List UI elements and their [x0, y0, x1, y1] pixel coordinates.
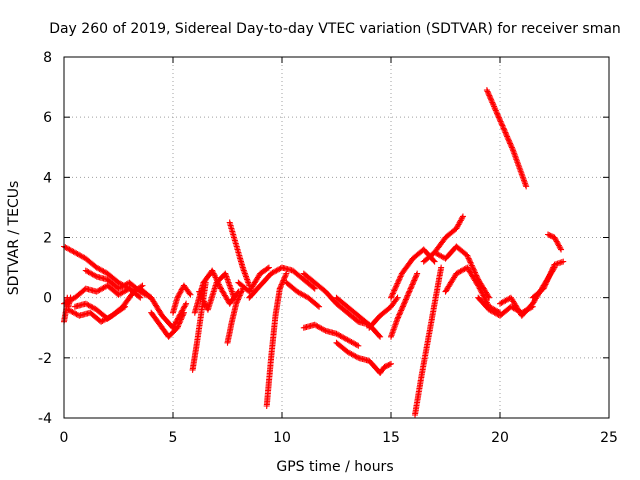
series-arc-19	[283, 279, 323, 310]
x-tick-label: 15	[382, 430, 400, 446]
data-point-marks	[377, 360, 394, 376]
series-arc-25	[377, 360, 394, 376]
data-point-marks	[431, 243, 493, 301]
data-point-marks	[224, 285, 246, 346]
data-point-marks	[300, 270, 373, 328]
data-point-marks	[196, 270, 238, 313]
y-tick-label: 8	[43, 50, 52, 66]
x-tick-label: 10	[273, 430, 291, 446]
data-point-marks	[333, 339, 384, 376]
data-point-marks	[263, 270, 290, 409]
data-point-marks	[545, 231, 565, 253]
y-tick-label: 2	[43, 231, 52, 247]
data-point-marks	[235, 264, 272, 295]
data-point-marks	[388, 270, 421, 340]
series-arc-22	[333, 339, 384, 376]
y-tick-label: 4	[43, 170, 52, 186]
x-tick-label: 25	[600, 430, 618, 446]
series-arc-18	[279, 264, 318, 292]
series-arc-17	[263, 270, 290, 409]
grid	[64, 57, 609, 418]
data-point-marks	[283, 279, 323, 310]
series-arc-35	[545, 231, 565, 253]
series-arc-12	[196, 270, 238, 313]
data-point-marks	[137, 285, 190, 331]
series-arc-28	[412, 264, 445, 418]
data-point-marks	[366, 294, 401, 331]
series-arc-06	[71, 300, 129, 322]
data-point-marks	[529, 258, 567, 301]
series-arc-21	[300, 321, 362, 349]
series-arc-14	[224, 285, 246, 346]
series-arc-24	[366, 294, 401, 331]
series-arc-36	[483, 87, 530, 190]
y-tick-label: 6	[43, 110, 52, 126]
y-tick-label: -2	[38, 351, 52, 367]
data-points	[61, 87, 567, 418]
data-point-marks	[148, 309, 187, 340]
data-point-marks	[300, 321, 362, 349]
series-arc-15	[235, 264, 272, 295]
series-arc-13	[226, 219, 253, 289]
data-point-marks	[170, 282, 194, 316]
plot-frame	[63, 56, 610, 419]
data-point-marks	[71, 300, 129, 322]
series-arc-09	[170, 282, 194, 316]
series-arc-30	[431, 243, 493, 301]
series-arc-16	[246, 264, 285, 301]
data-point-marks	[246, 264, 285, 301]
series-arc-08	[148, 309, 187, 340]
data-point-marks	[279, 264, 318, 292]
series-arc-31	[442, 264, 503, 316]
axis-ticks: 0 5 10 15 20 25 -4 -2 0 2 4 6 8	[38, 50, 618, 446]
x-tick-label: 5	[169, 430, 178, 446]
series-arc-34	[529, 258, 567, 301]
y-tick-label: 0	[43, 291, 52, 307]
y-axis-label: SDTVAR / TECUs	[6, 181, 22, 296]
data-point-marks	[226, 219, 253, 289]
data-point-marks	[483, 87, 530, 190]
x-tick-label: 0	[60, 430, 69, 446]
series-arc-26	[388, 270, 421, 340]
chart-title: Day 260 of 2019, Sidereal Day-to-day VTE…	[49, 21, 621, 37]
series-arc-07	[137, 285, 190, 331]
series-arc-20	[300, 270, 373, 328]
x-tick-label: 20	[491, 430, 509, 446]
data-point-marks	[412, 264, 445, 418]
y-tick-label: -4	[38, 411, 52, 427]
data-point-marks	[442, 264, 503, 316]
x-axis-label: GPS time / hours	[276, 459, 393, 475]
